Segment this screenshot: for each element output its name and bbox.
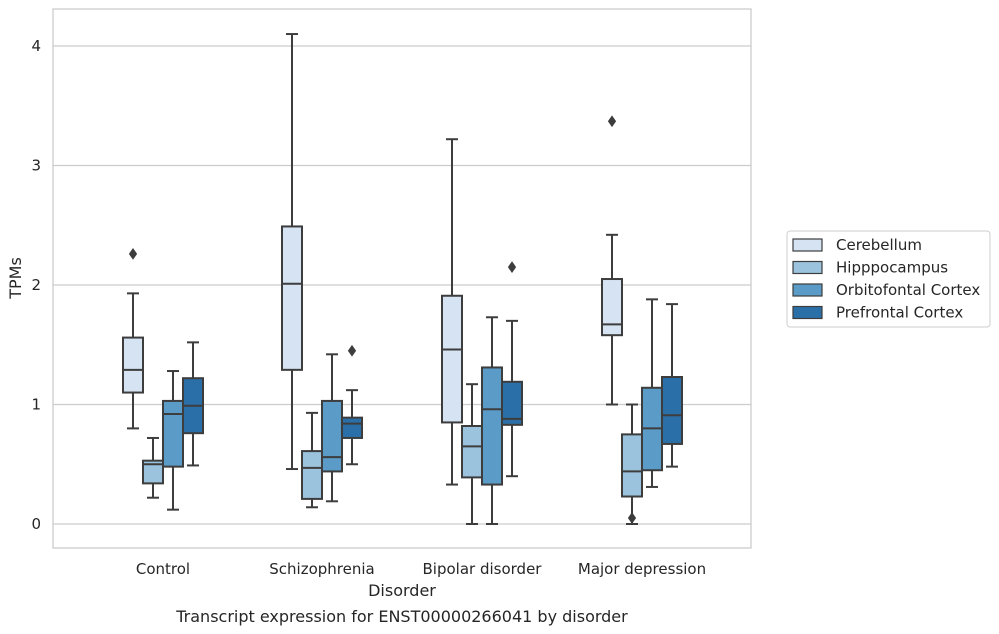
legend-swatch bbox=[792, 283, 823, 297]
legend-swatch bbox=[792, 238, 823, 252]
y-tick-label: 2 bbox=[31, 276, 41, 294]
box-plot bbox=[601, 115, 623, 406]
y-tick-label: 4 bbox=[31, 37, 41, 55]
box-plot bbox=[321, 353, 343, 503]
y-tick-label: 1 bbox=[31, 396, 41, 414]
box-iqr bbox=[661, 376, 683, 445]
box-iqr bbox=[341, 416, 363, 439]
box-iqr bbox=[301, 450, 323, 500]
box-iqr bbox=[281, 225, 303, 371]
box-plot bbox=[461, 383, 483, 525]
box-plot bbox=[142, 436, 164, 499]
legend-label: Hipppocampus bbox=[836, 259, 948, 277]
series-hipppocampus bbox=[142, 383, 643, 525]
box-iqr bbox=[501, 380, 523, 426]
legend-swatch bbox=[792, 305, 823, 320]
x-tick-labels: Control Schizophrenia Bipolar disorder Majo… bbox=[136, 560, 706, 578]
outlier-point bbox=[607, 115, 617, 128]
plot-frame bbox=[52, 8, 752, 549]
series-cerebellum bbox=[122, 33, 623, 486]
box-iqr bbox=[162, 399, 184, 468]
legend: Cerebellum Hipppocampus Orbitofontal Corte… bbox=[786, 230, 991, 328]
legend-swatch bbox=[792, 260, 823, 275]
box-iqr bbox=[122, 336, 144, 394]
box-plot bbox=[162, 370, 184, 511]
x-tick-label: Control bbox=[136, 560, 190, 578]
box-plot bbox=[641, 298, 663, 488]
legend-label: Cerebellum bbox=[836, 236, 922, 254]
x-tick-label: Schizophrenia bbox=[269, 560, 374, 578]
box-iqr bbox=[321, 399, 343, 473]
box-plot bbox=[441, 138, 463, 486]
y-tick-label: 3 bbox=[31, 157, 41, 175]
legend-items: Cerebellum Hipppocampus Orbitofontal Corte… bbox=[792, 236, 980, 322]
box-iqr bbox=[601, 278, 623, 337]
box-plot bbox=[281, 33, 303, 471]
outlier-point bbox=[507, 261, 517, 273]
box-plot bbox=[621, 403, 643, 525]
x-axis-label: Disorder bbox=[368, 581, 436, 600]
y-axis-label: TPMs bbox=[6, 257, 25, 300]
box-plot bbox=[301, 411, 323, 509]
y-tick-labels: 0 1 2 3 4 bbox=[31, 37, 41, 533]
box-iqr bbox=[142, 459, 164, 485]
box-iqr bbox=[441, 294, 463, 424]
legend-item: Prefrontal Cortex bbox=[792, 304, 963, 322]
legend-item: Cerebellum bbox=[792, 236, 922, 254]
legend-item: Hipppocampus bbox=[792, 259, 948, 277]
outlier-point bbox=[347, 344, 357, 357]
box-plot bbox=[481, 316, 503, 525]
legend-frame bbox=[786, 230, 991, 328]
y-tick-label: 0 bbox=[31, 515, 41, 533]
box-plot bbox=[661, 303, 683, 468]
outlier-point bbox=[627, 512, 637, 524]
legend-label: Prefrontal Cortex bbox=[836, 304, 963, 322]
box-plot bbox=[501, 261, 523, 478]
legend-item: Orbitofontal Cortex bbox=[792, 281, 980, 299]
outlier-point bbox=[128, 248, 138, 260]
figure-caption: Transcript expression for ENST0000026604… bbox=[175, 607, 628, 626]
series-prefrontal-cortex bbox=[182, 261, 683, 478]
box-plot bbox=[122, 248, 144, 430]
box-series bbox=[122, 33, 683, 525]
x-tick-label: Major depression bbox=[578, 560, 706, 578]
box-iqr bbox=[461, 425, 483, 479]
x-tick-label: Bipolar disorder bbox=[423, 560, 543, 578]
legend-label: Orbitofontal Cortex bbox=[836, 281, 980, 299]
box-iqr bbox=[621, 433, 643, 498]
box-plot bbox=[341, 344, 363, 466]
box-plot bbox=[182, 341, 204, 467]
box-iqr bbox=[481, 366, 503, 486]
series-orbitofontal-cortex bbox=[162, 298, 663, 525]
